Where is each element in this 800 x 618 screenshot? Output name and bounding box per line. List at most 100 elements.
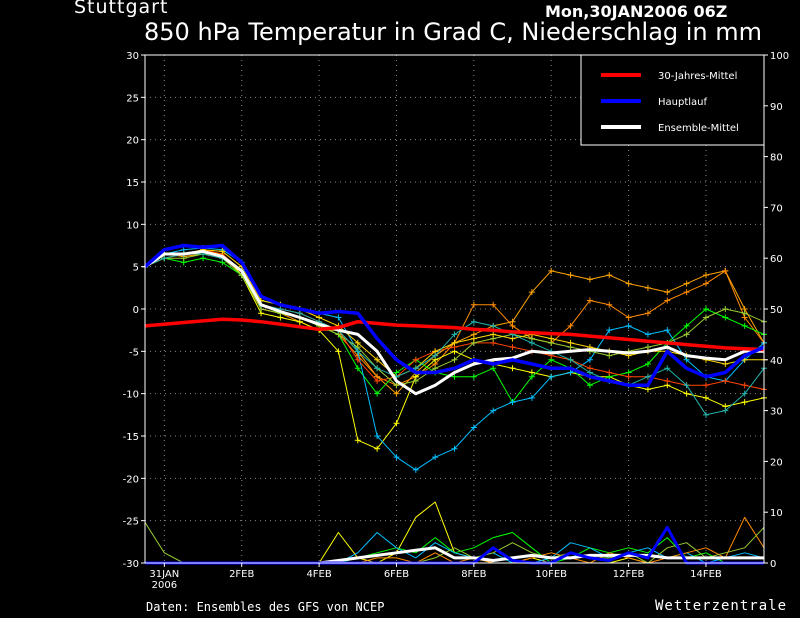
series-point-11-11 [354,348,361,355]
data-source-note: Daten: Ensembles des GFS von NCEP [146,600,385,614]
series-point-9-28 [683,331,690,338]
series-point-3-29 [702,272,709,279]
series-point-10-17 [470,335,477,342]
series-point-9-13 [393,382,400,389]
series-point-10-22 [567,339,574,346]
series-point-11-29 [702,411,709,418]
right-axis-ticks: 0 10 20 30 40 50 60 70 80 90 100 [764,51,789,570]
series-point-5-12 [374,445,381,452]
station-name: Stuttgart [74,0,169,18]
series-point-11-23 [586,369,593,376]
brand-name: Wetterzentrale [655,598,788,614]
series-point-6-30 [722,314,729,321]
series-point-7-20 [528,394,535,401]
y-left-tick-label: 10 [126,220,139,231]
series-point-3-20 [528,289,535,296]
series-line-6 [144,257,765,403]
series-point-9-29 [702,314,709,321]
series-point-5-10 [335,348,342,355]
series-point-7-18 [490,407,497,414]
series-point-7-14 [412,466,419,473]
y-right-tick-label: 40 [770,356,783,367]
series-point-9-14 [412,377,419,384]
x-tick-sublabel: 2006 [152,580,177,591]
series-point-8-11 [354,356,361,363]
legend-label-hauptlauf: Hauptlauf [658,97,707,108]
y-left-tick-label: 0 [133,305,139,316]
series-point-6-12 [374,390,381,397]
y-left-tick-label: -5 [129,347,139,358]
series-point-4-24 [606,301,613,308]
series-point-11-16 [451,331,458,338]
legend-label-ensemble-mittel: Ensemble-Mittel [658,123,739,134]
series-point-5-26 [644,386,651,393]
series-point-3-26 [644,284,651,291]
series-point-11-15 [432,352,439,359]
y-right-tick-label: 10 [770,508,783,519]
y-left-tick-label: 20 [126,136,139,147]
y-left-tick-label: -25 [123,517,139,528]
series-line-1 [143,243,765,387]
series-point-6-28 [683,322,690,329]
series-point-3-25 [625,280,632,287]
series-point-10-21 [548,335,555,342]
chart-title: 850 hPa Temperatur in Grad C, Niederschl… [144,18,763,46]
series-point-6-18 [490,365,497,372]
series-point-11-12 [374,365,381,372]
series-point-11-18 [490,322,497,329]
series-point-11-27 [664,365,671,372]
series-point-11-20 [528,339,535,346]
series-line-0 [144,317,765,352]
series-point-10-4 [219,248,226,255]
y-right-tick-label: 100 [770,51,789,62]
y-left-tick-label: 15 [126,178,139,189]
series-point-9-15 [432,365,439,372]
series-point-9-16 [451,356,458,363]
series-point-7-15 [432,454,439,461]
series-point-7-25 [625,322,632,329]
x-tick-label: 10FEB [535,569,567,580]
series-point-4-28 [683,289,690,296]
series-point-7-21 [548,373,555,380]
series-point-4-29 [702,280,709,287]
x-tick-label: 31JAN [149,569,179,580]
y-left-tick-label: -15 [123,432,139,443]
y-right-tick-label: 90 [770,102,783,113]
series-point-7-22 [567,369,574,376]
series-line-2 [144,249,764,396]
series-point-8-30 [722,377,729,384]
series-point-7-10 [335,314,342,321]
series-point-6-26 [644,361,651,368]
x-tick-label: 12FEB [613,569,645,580]
series-point-10-18 [490,331,497,338]
legend-label-30-jahres-mittel: 30-Jahres-Mittel [658,71,737,82]
series-point-8-19 [509,344,516,351]
series-point-11-28 [683,382,690,389]
series-line-17 [145,516,765,564]
series-point-3-13 [393,390,400,397]
series-point-4-19 [509,322,516,329]
series-point-8-25 [625,373,632,380]
series-point-6-29 [702,306,709,312]
series-point-5-29 [702,394,709,401]
x-tick-label: 4FEB [306,569,331,580]
series-point-10-11 [354,339,361,346]
series-point-7-27 [664,327,671,334]
series-point-9-31 [741,310,748,317]
y-left-tick-label: 30 [126,51,139,62]
y-left-tick-label: -10 [123,390,139,401]
y-right-tick-label: 20 [770,457,783,468]
series-point-9-30 [722,306,729,312]
series-point-8-24 [606,369,613,376]
series-point-10-16 [451,339,458,346]
series-point-4-17 [470,301,477,308]
series-point-4-26 [644,310,651,317]
series-line-12 [145,546,764,565]
series-point-11-30 [722,407,729,414]
series-point-11-1 [161,255,168,262]
series-point-8-27 [664,377,671,384]
series-point-11-22 [567,356,574,363]
y-right-tick-label: 60 [770,254,783,265]
